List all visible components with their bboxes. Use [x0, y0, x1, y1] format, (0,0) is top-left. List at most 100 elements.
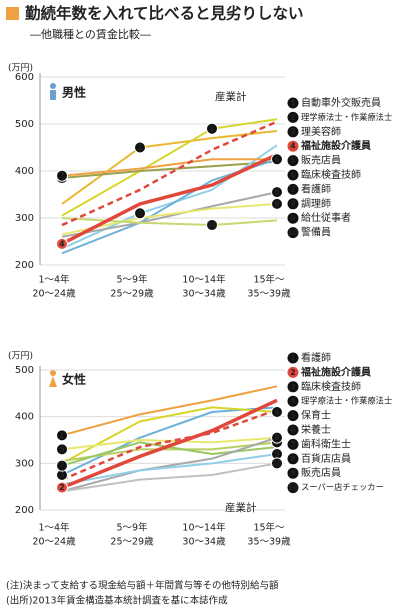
legend-label: 歯科衛生士 [301, 437, 351, 450]
line-badge-number: 8 [274, 188, 279, 197]
line-badge-number: 5 [59, 445, 64, 454]
legend-badge [287, 97, 299, 109]
male-icon [50, 83, 56, 100]
line-badge-number: 6 [274, 155, 279, 164]
legend-label: 保育士 [301, 409, 331, 422]
legend-badge [287, 467, 299, 479]
x-tick-label: 30～34歳 [182, 288, 226, 300]
y-tick-label: 300 [15, 458, 34, 469]
line-badge [56, 481, 68, 494]
line [61, 441, 278, 462]
line-badge [271, 153, 283, 166]
legend-label: 理学療法士・作業療法士 [301, 396, 392, 406]
line-badge-number: 2 [209, 124, 214, 133]
x-tick-label: 20～24歳 [32, 536, 76, 548]
x-tick-label: 35～39歳 [247, 288, 291, 300]
x-tick-label: 25～29歳 [110, 288, 154, 300]
legend-number: 4 [290, 397, 295, 406]
legend-label: 看護師 [301, 351, 331, 364]
line-badge-number: 1 [59, 431, 64, 440]
line-badge-number: 10 [207, 221, 217, 230]
legend-number: 9 [290, 469, 295, 478]
legend-badge [287, 212, 299, 224]
line [61, 441, 278, 467]
line-badge [271, 186, 283, 199]
legend-badge [287, 155, 299, 167]
unit-label: (万円) [8, 351, 33, 362]
line-badge-number: 2 [59, 483, 64, 492]
legend-number: 3 [290, 127, 295, 136]
legend-label: 警備員 [301, 226, 331, 239]
y-tick-label: 500 [15, 365, 34, 376]
line [61, 118, 278, 217]
line-badge [56, 459, 68, 472]
note: (注)決まって支給する現金給与額＋年間賞与等その他特別給与額 [6, 580, 279, 592]
y-tick-label: 400 [15, 412, 34, 423]
line [61, 408, 278, 481]
line [61, 217, 278, 227]
y-tick-label: 200 [15, 260, 34, 271]
line [61, 385, 278, 437]
legend-badge [287, 352, 299, 364]
x-tick-label: 15年～ [253, 522, 285, 534]
x-tick-label: 10～14年 [182, 274, 226, 286]
y-tick-label: 500 [15, 119, 34, 130]
line [61, 202, 278, 236]
legend-badge [287, 111, 299, 123]
line-badge [206, 219, 218, 232]
legend-badge [287, 227, 299, 239]
line-badge [271, 457, 283, 470]
line [61, 152, 278, 246]
legend-badge [287, 381, 299, 393]
x-tick-label: 15年～ [253, 274, 285, 286]
x-tick-label: 5～9年 [116, 274, 148, 286]
line [61, 462, 278, 493]
legend-label: 百貨店店員 [301, 452, 351, 465]
title-square [6, 7, 19, 20]
legend-number: 8 [290, 454, 295, 463]
legend-number: 2 [290, 368, 295, 377]
y-tick-label: 200 [15, 505, 34, 516]
line [61, 160, 278, 180]
legend-number: 1 [290, 354, 295, 363]
legend-label: 理美容師 [301, 125, 341, 138]
legend-number: 8 [290, 199, 295, 208]
y-tick-label: 600 [15, 72, 34, 83]
line [61, 191, 278, 238]
line-badge [134, 141, 146, 154]
line-badge [56, 237, 68, 250]
chart-title: 男性 [62, 85, 86, 100]
legend-label: スーパー店チェッカー [301, 482, 384, 492]
legend-number: 9 [290, 214, 295, 223]
x-tick-label: 25～29歳 [110, 536, 154, 548]
legend-number: 10 [288, 483, 298, 492]
line-badge [271, 431, 283, 444]
y-tick-label: 400 [15, 166, 34, 177]
note: (出所)2013年賃金構造基本統計調査を基に本誌作成 [6, 595, 228, 607]
legend-label: 福祉施設介護員 [300, 139, 371, 152]
line-badge [134, 207, 146, 220]
unit-label: (万円) [8, 63, 33, 74]
legend-number: 2 [290, 113, 295, 122]
total-label: 産業計 [215, 90, 247, 103]
line-badge [271, 406, 283, 418]
legend-badge [287, 453, 299, 465]
legend-badge [287, 395, 299, 407]
legend-badge [287, 424, 299, 436]
x-tick-label: 10～14年 [182, 522, 226, 534]
legend-label: 給仕従事者 [301, 211, 351, 224]
line [61, 158, 277, 177]
line [61, 453, 278, 486]
line-badge-number: 3 [59, 471, 64, 480]
total-label: 産業計 [225, 501, 257, 514]
legend-number: 6 [290, 426, 295, 435]
legend-number: 4 [290, 142, 295, 151]
x-tick-label: 1～4年 [38, 274, 70, 286]
legend-number: 7 [290, 185, 295, 194]
y-tick-label: 300 [15, 213, 34, 224]
legend-badge [287, 169, 299, 181]
subtitle: ―他職種との賃金比較― [30, 27, 151, 41]
x-tick-label: 35～39歳 [247, 536, 291, 548]
line-badge-number: 7 [59, 171, 64, 180]
